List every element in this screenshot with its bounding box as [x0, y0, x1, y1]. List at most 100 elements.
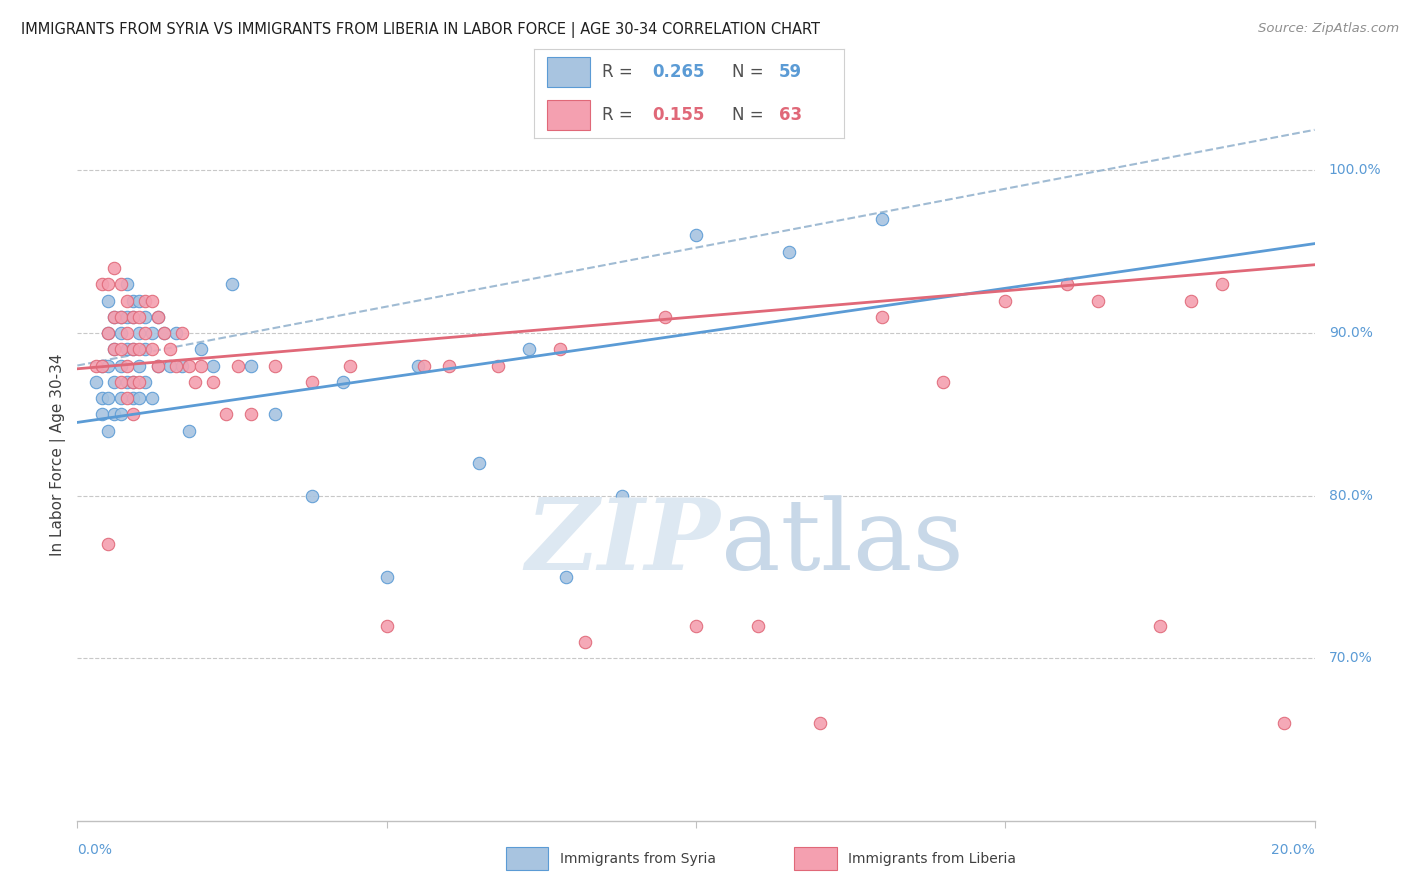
Point: [202, 375, 225, 389]
Text: R =: R =: [602, 106, 638, 124]
Point: [103, 343, 125, 357]
Point: [486, 359, 509, 373]
Text: IMMIGRANTS FROM SYRIA VS IMMIGRANTS FROM LIBERIA IN LABOR FORCE | AGE 30-34 CORR: IMMIGRANTS FROM SYRIA VS IMMIGRANTS FROM…: [21, 22, 820, 38]
Point: [128, 359, 150, 373]
Point: [115, 343, 138, 357]
Point: [165, 359, 187, 373]
Point: [165, 326, 187, 340]
Point: [110, 343, 132, 357]
Text: 20.0%: 20.0%: [1271, 843, 1315, 857]
Point: [808, 716, 831, 731]
Point: [468, 456, 491, 470]
Point: [339, 359, 361, 373]
Text: 0.265: 0.265: [652, 63, 704, 81]
Text: N =: N =: [733, 106, 769, 124]
Point: [932, 375, 955, 389]
Point: [146, 359, 169, 373]
Point: [202, 359, 225, 373]
Point: [97, 537, 120, 551]
Point: [97, 277, 120, 292]
Point: [122, 343, 145, 357]
Point: [1180, 293, 1202, 308]
Text: 90.0%: 90.0%: [1329, 326, 1372, 340]
Point: [654, 310, 676, 324]
Point: [103, 343, 125, 357]
Point: [103, 375, 125, 389]
Point: [747, 618, 769, 632]
Point: [97, 293, 120, 308]
Point: [870, 212, 893, 227]
Point: [91, 407, 114, 421]
Point: [103, 260, 125, 275]
Point: [134, 326, 156, 340]
Point: [122, 375, 145, 389]
Point: [128, 310, 150, 324]
Text: 80.0%: 80.0%: [1329, 489, 1372, 502]
Point: [870, 310, 893, 324]
Point: [146, 359, 169, 373]
Point: [685, 618, 707, 632]
Point: [91, 277, 114, 292]
Point: [84, 359, 107, 373]
Point: [1272, 716, 1295, 731]
Point: [110, 326, 132, 340]
Point: [122, 310, 145, 324]
Point: [110, 407, 132, 421]
Point: [103, 407, 125, 421]
Point: [122, 310, 145, 324]
Point: [128, 293, 150, 308]
Point: [778, 244, 800, 259]
Point: [91, 359, 114, 373]
Point: [97, 391, 120, 405]
Point: [110, 310, 132, 324]
Point: [141, 326, 163, 340]
Point: [110, 359, 132, 373]
Point: [153, 326, 176, 340]
Point: [215, 407, 238, 421]
Point: [115, 359, 138, 373]
Point: [91, 391, 114, 405]
Point: [115, 293, 138, 308]
Point: [128, 391, 150, 405]
Point: [574, 635, 596, 649]
Point: [115, 277, 138, 292]
Point: [134, 310, 156, 324]
Y-axis label: In Labor Force | Age 30-34: In Labor Force | Age 30-34: [51, 353, 66, 557]
Text: Source: ZipAtlas.com: Source: ZipAtlas.com: [1258, 22, 1399, 36]
Text: 0.155: 0.155: [652, 106, 704, 124]
Point: [610, 489, 633, 503]
Point: [134, 343, 156, 357]
Point: [97, 424, 120, 438]
Point: [110, 310, 132, 324]
Point: [122, 375, 145, 389]
Point: [128, 326, 150, 340]
Point: [406, 359, 429, 373]
Point: [190, 359, 212, 373]
Point: [517, 343, 540, 357]
Point: [141, 293, 163, 308]
Point: [1211, 277, 1233, 292]
Point: [172, 359, 194, 373]
Point: [103, 310, 125, 324]
Text: 63: 63: [779, 106, 801, 124]
Point: [221, 277, 243, 292]
Bar: [547, 57, 591, 87]
Point: [159, 359, 181, 373]
Point: [239, 359, 262, 373]
Text: 59: 59: [779, 63, 801, 81]
Point: [128, 343, 150, 357]
Point: [84, 375, 107, 389]
Point: [122, 391, 145, 405]
Point: [110, 375, 132, 389]
Point: [548, 343, 571, 357]
Point: [264, 359, 287, 373]
Text: N =: N =: [733, 63, 769, 81]
Point: [103, 310, 125, 324]
Point: [375, 618, 398, 632]
Point: [141, 391, 163, 405]
Point: [110, 391, 132, 405]
Text: 100.0%: 100.0%: [1329, 163, 1381, 178]
Point: [153, 326, 176, 340]
Point: [115, 326, 138, 340]
Point: [239, 407, 262, 421]
